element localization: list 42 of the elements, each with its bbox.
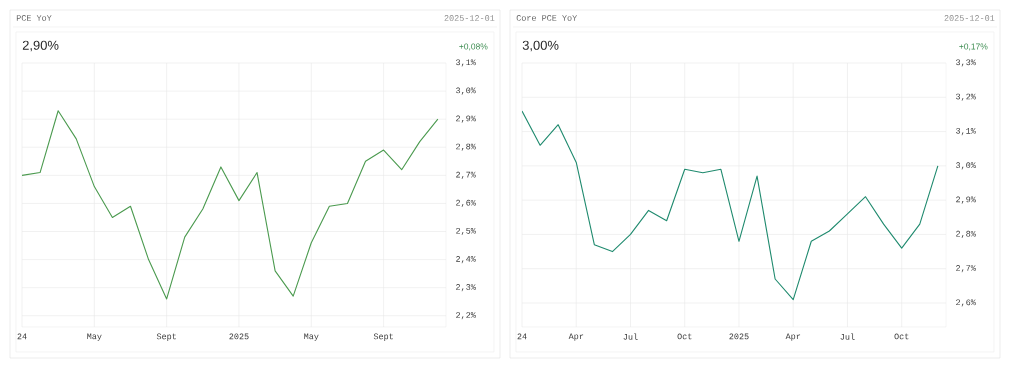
x-tick-label: May	[304, 333, 319, 341]
chart-title: PCE YoY	[16, 15, 52, 21]
x-tick-label: 24	[17, 333, 27, 340]
y-tick-label: 2,3%	[456, 284, 476, 292]
y-tick-label: 3,3%	[956, 59, 976, 67]
y-tick-label: 3,2%	[956, 93, 976, 101]
y-tick-label: 2,8%	[956, 230, 976, 239]
y-tick-label: 2,6%	[456, 199, 476, 208]
line-series	[522, 110, 939, 301]
line-series	[22, 110, 439, 300]
y-tick-label: 3,1%	[956, 127, 976, 136]
text: +0,08%	[459, 43, 488, 51]
y-tick-label: 3,1%	[456, 59, 476, 67]
text: 3,00%	[522, 40, 559, 52]
y-tick-label: 3,0%	[956, 162, 976, 170]
y-tick-label: 2,9%	[456, 115, 476, 123]
x-tick-label: Sept	[373, 333, 393, 341]
x-tick-label: Jul	[840, 333, 855, 340]
y-tick-label: 2,6%	[956, 299, 976, 307]
text: 2,90%	[22, 40, 59, 52]
y-tick-label: 3,0%	[456, 87, 476, 95]
x-tick-label: 2025	[229, 333, 249, 340]
x-tick-label: Jul	[623, 333, 638, 340]
x-tick-label: May	[87, 333, 102, 341]
text: 2025-12-01	[944, 15, 995, 21]
x-tick-label: 24	[517, 333, 527, 340]
text: 2025-12-01	[444, 15, 495, 21]
x-tick-label: 2025	[729, 333, 749, 340]
y-tick-label: 2,2%	[456, 312, 476, 320]
text: +0,17%	[959, 43, 988, 51]
x-tick-label: Oct	[677, 333, 692, 340]
y-tick-label: 2,7%	[456, 171, 476, 179]
x-tick-label: Apr	[785, 333, 801, 341]
x-tick-label: Oct	[894, 333, 909, 340]
y-tick-label: 2,9%	[956, 196, 976, 204]
x-tick-label: Apr	[568, 333, 584, 341]
y-tick-label: 2,7%	[956, 265, 976, 273]
y-tick-label: 2,4%	[456, 256, 476, 264]
x-tick-label: Sept	[156, 333, 176, 341]
y-tick-label: 2,5%	[456, 227, 476, 236]
y-tick-label: 2,8%	[456, 143, 476, 151]
chart-title: Core PCE YoY	[516, 15, 578, 21]
